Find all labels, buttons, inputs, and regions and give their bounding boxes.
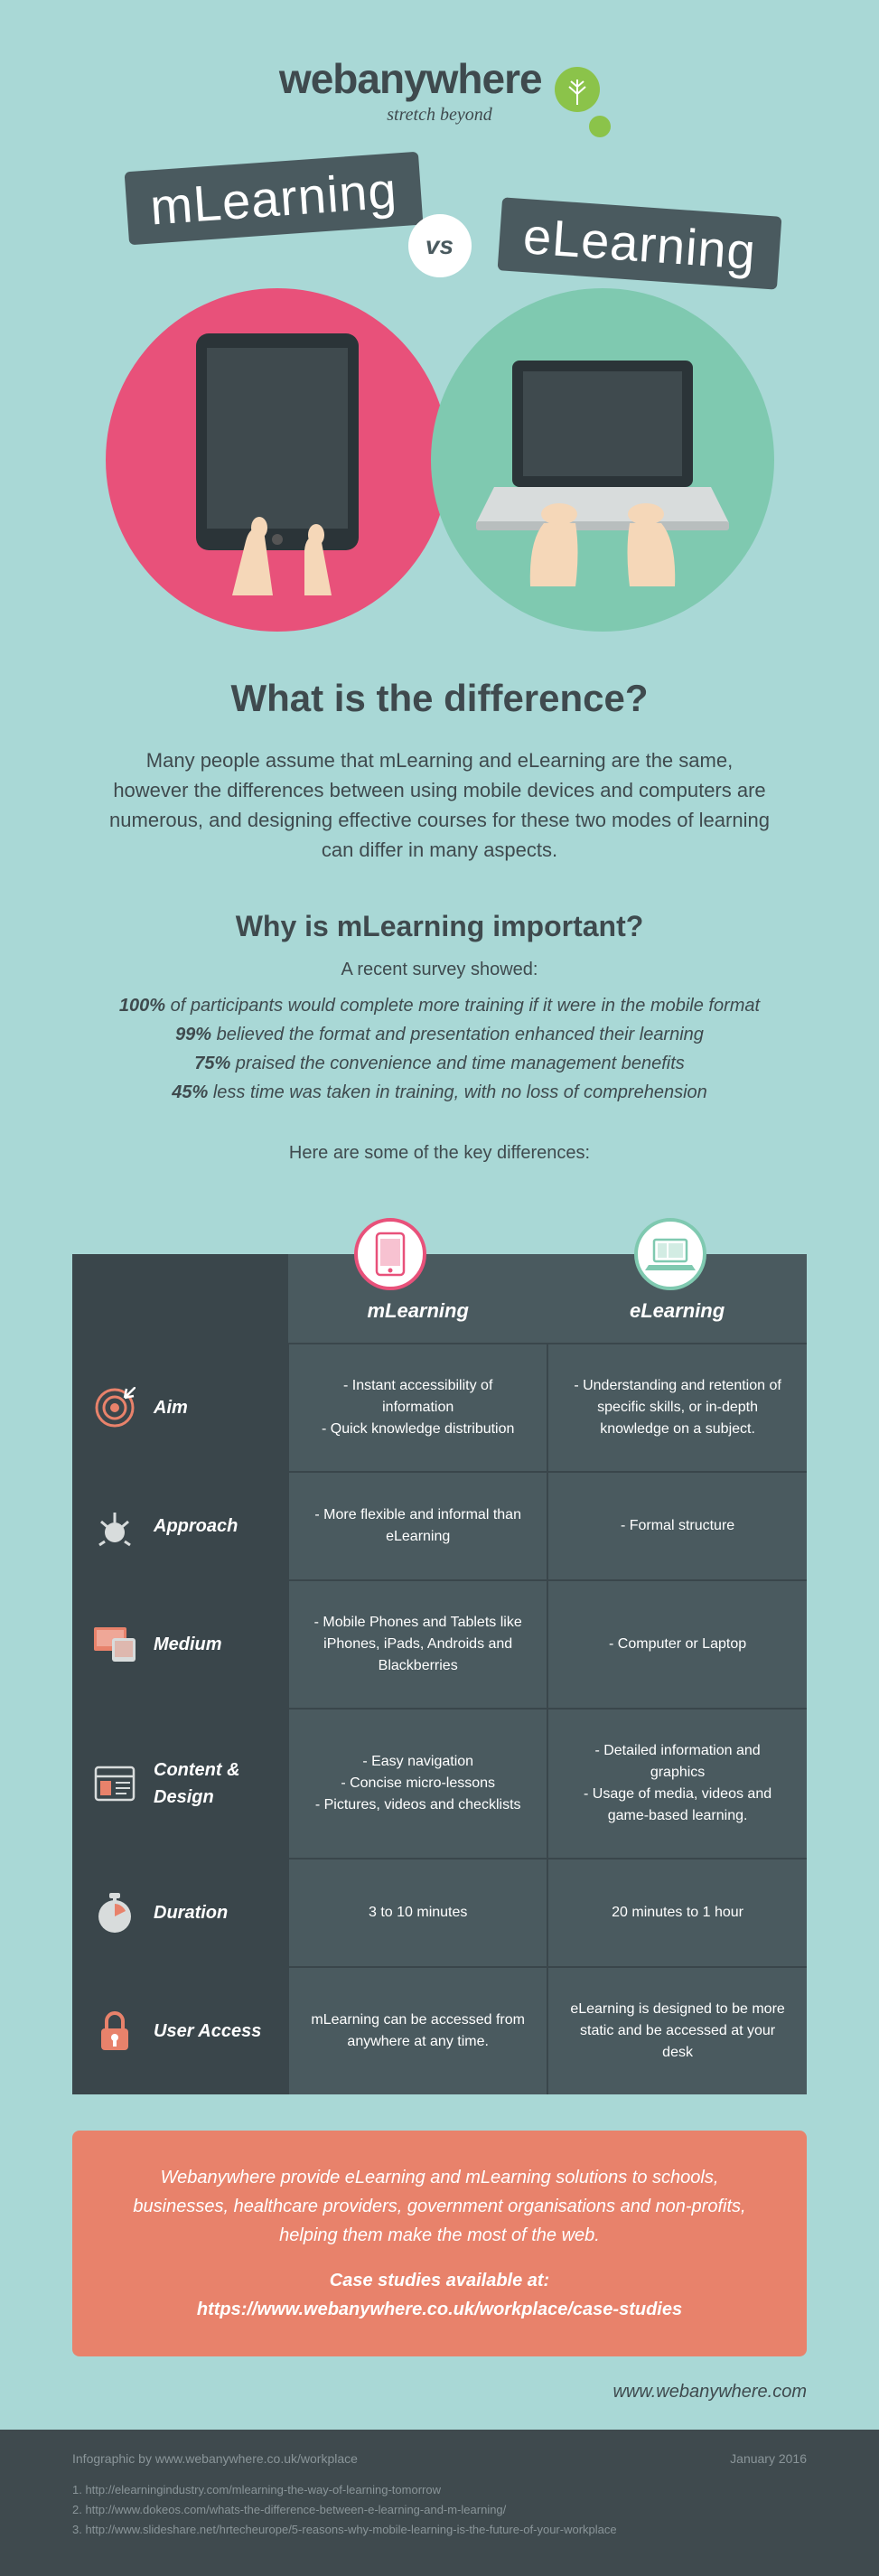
laptop-circle — [431, 288, 774, 632]
row-label-cell: Aim — [72, 1344, 288, 1472]
row-icon — [92, 1761, 137, 1806]
phone-icon — [354, 1218, 426, 1290]
device-circles — [72, 288, 807, 632]
survey-line: 99% believed the format and presentation… — [72, 1020, 807, 1049]
vs-badge: vs — [408, 214, 472, 277]
survey-lines: 100% of participants would complete more… — [72, 991, 807, 1107]
footer-ref: 2. http://www.dokeos.com/whats-the-diffe… — [72, 2500, 807, 2520]
logo-leaf-icon — [555, 67, 600, 112]
survey-line: 45% less time was taken in training, wit… — [72, 1078, 807, 1107]
row-icon — [92, 1385, 137, 1430]
cell-elearning: - Formal structure — [547, 1472, 807, 1580]
cell-mlearning: - Mobile Phones and Tablets like iPhones… — [288, 1580, 547, 1709]
cell-elearning: eLearning is designed to be more static … — [547, 1967, 807, 2094]
row-icon — [92, 2009, 137, 2054]
footer-date: January 2016 — [730, 2451, 807, 2466]
row-label-text: Aim — [154, 1394, 188, 1421]
infographic-container: webanywhere stretch beyond mLearning vs … — [0, 0, 879, 2430]
cta-box: Webanywhere provide eLearning and mLearn… — [72, 2131, 807, 2356]
cell-elearning: - Understanding and retention of specifi… — [547, 1344, 807, 1472]
heading-sub: Why is mLearning important? — [72, 910, 807, 943]
cta-body: Webanywhere provide eLearning and mLearn… — [117, 2163, 762, 2250]
table-row: Medium - Mobile Phones and Tablets like i… — [72, 1580, 807, 1709]
row-label-cell: Content & Design — [72, 1709, 288, 1859]
footer-refs: 1. http://elearningindustry.com/mlearnin… — [72, 2480, 807, 2540]
table-row: Approach - More flexible and informal tha… — [72, 1472, 807, 1580]
cell-mlearning: - Instant accessibility of information- … — [288, 1344, 547, 1472]
row-label-text: User Access — [154, 2018, 261, 2045]
footer-ref: 1. http://elearningindustry.com/mlearnin… — [72, 2480, 807, 2500]
cell-mlearning: - Easy navigation- Concise micro-lessons… — [288, 1709, 547, 1859]
row-label-cell: Duration — [72, 1859, 288, 1967]
survey-line: 100% of participants would complete more… — [72, 991, 807, 1020]
table-row: Content & Design - Easy navigation- Conci… — [72, 1709, 807, 1859]
logo-tagline: stretch beyond — [72, 105, 807, 126]
row-label-text: Content & Design — [154, 1756, 267, 1811]
row-icon — [92, 1622, 137, 1667]
footer-dark: Infographic by www.webanywhere.co.uk/wor… — [0, 2430, 879, 2576]
row-label-text: Approach — [154, 1513, 238, 1540]
tablet-circle — [106, 288, 449, 632]
row-label-text: Duration — [154, 1899, 228, 1926]
row-label-cell: Medium — [72, 1580, 288, 1709]
cell-elearning: - Detailed information and graphics- Usa… — [547, 1709, 807, 1859]
row-icon — [92, 1503, 137, 1549]
cell-elearning: 20 minutes to 1 hour — [547, 1859, 807, 1967]
footer-url: www.webanywhere.com — [72, 2382, 807, 2403]
cell-elearning: - Computer or Laptop — [547, 1580, 807, 1709]
logo: webanywhere stretch beyond — [72, 54, 807, 126]
survey-intro: A recent survey showed: — [72, 960, 807, 980]
survey-line: 75% praised the convenience and time man… — [72, 1049, 807, 1078]
row-label-cell: Approach — [72, 1472, 288, 1580]
key-diff-text: Here are some of the key differences: — [72, 1143, 807, 1164]
intro-text: Many people assume that mLearning and eL… — [72, 745, 807, 865]
cell-mlearning: mLearning can be accessed from anywhere … — [288, 1967, 547, 2094]
logo-brand: webanywhere — [279, 54, 542, 103]
row-label-text: Medium — [154, 1631, 222, 1658]
laptop-icon — [634, 1218, 706, 1290]
footer-byline: Infographic by www.webanywhere.co.uk/wor… — [72, 2451, 358, 2466]
table-row: Aim - Instant accessibility of informatio… — [72, 1344, 807, 1472]
heading-main: What is the difference? — [72, 677, 807, 720]
table-row: Duration 3 to 10 minutes20 minutes to 1 h… — [72, 1859, 807, 1967]
comparison-table-wrap: mLearning eLearning Aim- Instant accessi… — [72, 1218, 807, 2094]
table-row: User Access mLearning can be accessed fro… — [72, 1967, 807, 2094]
cta-case-url: https://www.webanywhere.co.uk/workplace/… — [117, 2295, 762, 2324]
cell-mlearning: - More flexible and informal than eLearn… — [288, 1472, 547, 1580]
row-label-cell: User Access — [72, 1967, 288, 2094]
footer-ref: 3. http://www.slideshare.net/hrtecheurop… — [72, 2520, 807, 2540]
comparison-table: mLearning eLearning Aim- Instant accessi… — [72, 1254, 807, 2094]
title-mlearning: mLearning — [125, 152, 423, 246]
title-elearning: eLearning — [497, 197, 781, 289]
cta-case-label: Case studies available at: — [117, 2266, 762, 2295]
cell-mlearning: 3 to 10 minutes — [288, 1859, 547, 1967]
row-icon — [92, 1890, 137, 1935]
